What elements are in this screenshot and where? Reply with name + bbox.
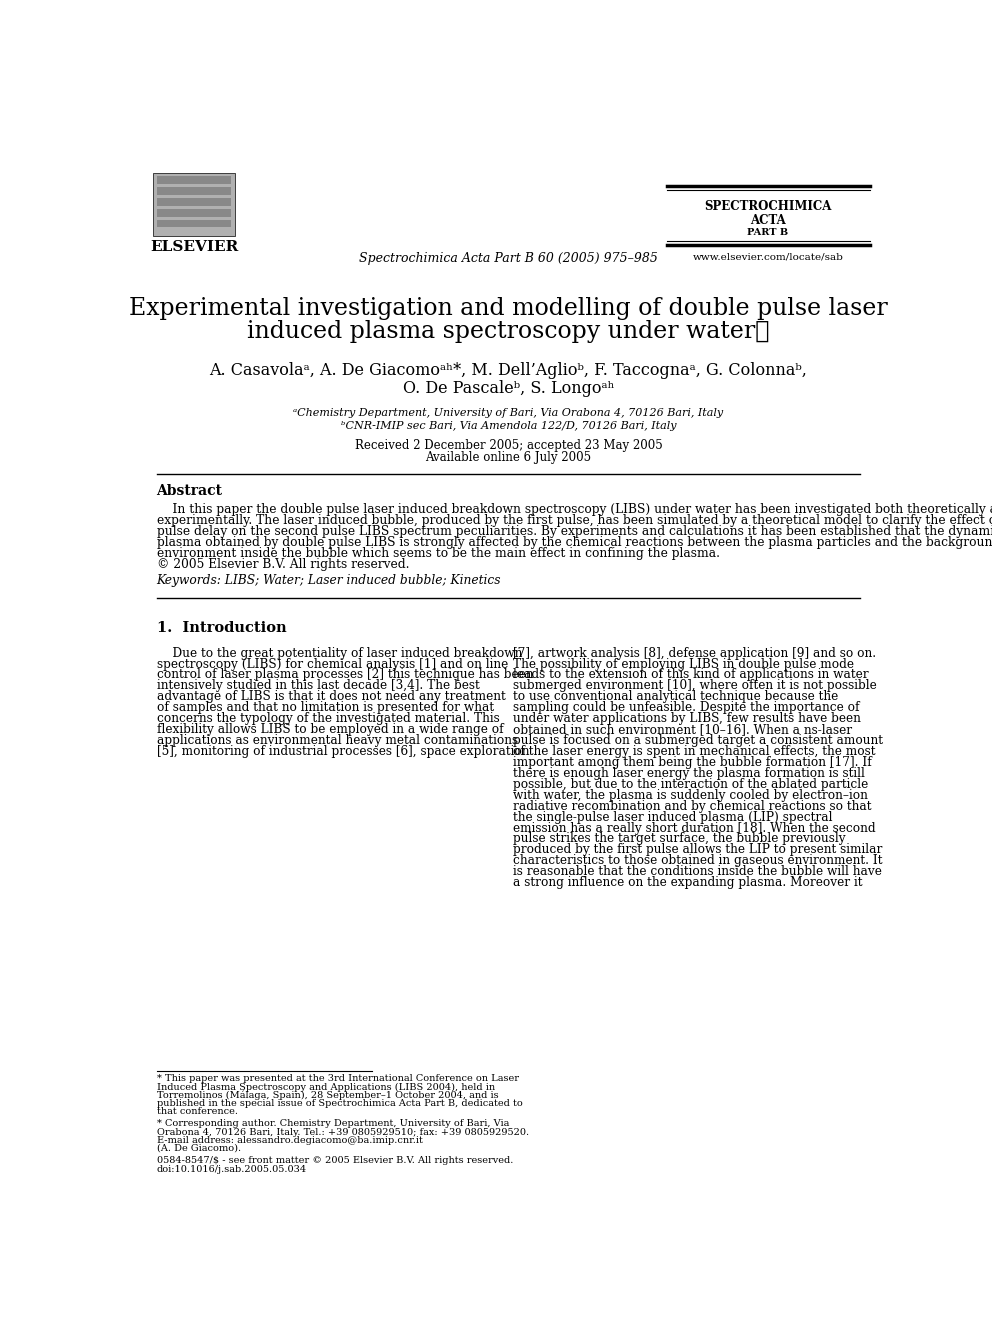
Text: Experimental investigation and modelling of double pulse laser: Experimental investigation and modelling…	[129, 298, 888, 320]
Bar	[154, 172, 235, 235]
Text: [5], monitoring of industrial processes [6], space exploration: [5], monitoring of industrial processes …	[157, 745, 529, 758]
Bar	[158, 176, 231, 184]
Text: radiative recombination and by chemical reactions so that: radiative recombination and by chemical …	[513, 799, 872, 812]
Text: 1.  Introduction: 1. Introduction	[157, 622, 286, 635]
Text: of samples and that no limitation is presented for what: of samples and that no limitation is pre…	[157, 701, 494, 714]
Text: of the laser energy is spent in mechanical effects, the most: of the laser energy is spent in mechanic…	[513, 745, 876, 758]
Text: © 2005 Elsevier B.V. All rights reserved.: © 2005 Elsevier B.V. All rights reserved…	[157, 558, 409, 572]
Text: E-mail address: alessandro.degiacomo@ba.imip.cnr.it: E-mail address: alessandro.degiacomo@ba.…	[157, 1135, 423, 1144]
Text: induced plasma spectroscopy under water☆: induced plasma spectroscopy under water☆	[247, 320, 770, 343]
Text: ᵇCNR-IMIP sec Bari, Via Amendola 122/D, 70126 Bari, Italy: ᵇCNR-IMIP sec Bari, Via Amendola 122/D, …	[340, 421, 677, 431]
Text: plasma obtained by double pulse LIBS is strongly affected by the chemical reacti: plasma obtained by double pulse LIBS is …	[157, 536, 992, 549]
Bar	[158, 220, 231, 228]
Text: submerged environment [10], where often it is not possible: submerged environment [10], where often …	[513, 680, 877, 692]
Text: applications as environmental heavy metal contaminations: applications as environmental heavy meta…	[157, 734, 518, 747]
Text: possible, but due to the interaction of the ablated particle: possible, but due to the interaction of …	[513, 778, 868, 791]
Text: (A. De Giacomo).: (A. De Giacomo).	[157, 1143, 241, 1152]
Text: Torremolinos (Málaga, Spain), 28 September–1 October 2004, and is: Torremolinos (Málaga, Spain), 28 Septemb…	[157, 1090, 498, 1099]
Text: with water, the plasma is suddenly cooled by electron–ion: with water, the plasma is suddenly coole…	[513, 789, 868, 802]
Text: obtained in such environment [10–16]. When a ns-laser: obtained in such environment [10–16]. Wh…	[513, 724, 852, 736]
Text: Due to the great potentiality of laser induced breakdown: Due to the great potentiality of laser i…	[157, 647, 522, 660]
Text: ELSEVIER: ELSEVIER	[150, 241, 238, 254]
Text: www.elsevier.com/locate/sab: www.elsevier.com/locate/sab	[692, 253, 843, 262]
Text: environment inside the bubble which seems to be the main effect in confining the: environment inside the bubble which seem…	[157, 548, 719, 560]
Text: doi:10.1016/j.sab.2005.05.034: doi:10.1016/j.sab.2005.05.034	[157, 1164, 307, 1174]
Text: advantage of LIBS is that it does not need any treatment: advantage of LIBS is that it does not ne…	[157, 691, 505, 704]
Text: under water applications by LIBS, few results have been: under water applications by LIBS, few re…	[513, 712, 861, 725]
Text: * This paper was presented at the 3rd International Conference on Laser: * This paper was presented at the 3rd In…	[157, 1074, 519, 1084]
Text: there is enough laser energy the plasma formation is still: there is enough laser energy the plasma …	[513, 767, 865, 779]
Bar	[158, 198, 231, 206]
Text: produced by the first pulse allows the LIP to present similar: produced by the first pulse allows the L…	[513, 843, 883, 856]
Text: Available online 6 July 2005: Available online 6 July 2005	[426, 451, 591, 464]
Text: important among them being the bubble formation [17]. If: important among them being the bubble fo…	[513, 755, 872, 769]
Text: flexibility allows LIBS to be employed in a wide range of: flexibility allows LIBS to be employed i…	[157, 724, 503, 736]
Text: Keywords: LIBS; Water; Laser induced bubble; Kinetics: Keywords: LIBS; Water; Laser induced bub…	[157, 574, 501, 587]
Text: SPECTROCHIMICA: SPECTROCHIMICA	[704, 200, 831, 213]
Text: ᵃChemistry Department, University of Bari, Via Orabona 4, 70126 Bari, Italy: ᵃChemistry Department, University of Bar…	[294, 407, 723, 418]
Text: Spectrochimica Acta Part B 60 (2005) 975–985: Spectrochimica Acta Part B 60 (2005) 975…	[359, 253, 658, 266]
Text: Induced Plasma Spectroscopy and Applications (LIBS 2004), held in: Induced Plasma Spectroscopy and Applicat…	[157, 1082, 495, 1091]
Bar	[158, 188, 231, 194]
Text: sampling could be unfeasible. Despite the importance of: sampling could be unfeasible. Despite th…	[513, 701, 859, 714]
Text: The possibility of employing LIBS in double pulse mode: The possibility of employing LIBS in dou…	[513, 658, 854, 671]
Bar	[158, 209, 231, 217]
Text: to use conventional analytical technique because the: to use conventional analytical technique…	[513, 691, 838, 704]
Text: In this paper the double pulse laser induced breakdown spectroscopy (LIBS) under: In this paper the double pulse laser ind…	[157, 503, 992, 516]
Text: the single-pulse laser induced plasma (LIP) spectral: the single-pulse laser induced plasma (L…	[513, 811, 832, 824]
Text: Abstract: Abstract	[157, 484, 222, 499]
Text: spectroscopy (LIBS) for chemical analysis [1] and on line: spectroscopy (LIBS) for chemical analysi…	[157, 658, 508, 671]
Text: [7], artwork analysis [8], defense application [9] and so on.: [7], artwork analysis [8], defense appli…	[513, 647, 876, 660]
Text: intensively studied in this last decade [3,4]. The best: intensively studied in this last decade …	[157, 680, 479, 692]
Text: 0584-8547/$ - see front matter © 2005 Elsevier B.V. All rights reserved.: 0584-8547/$ - see front matter © 2005 El…	[157, 1156, 513, 1166]
Text: leads to the extension of this kind of applications in water: leads to the extension of this kind of a…	[513, 668, 869, 681]
Text: published in the special issue of Spectrochimica Acta Part B, dedicated to: published in the special issue of Spectr…	[157, 1098, 523, 1107]
Text: Received 2 December 2005; accepted 23 May 2005: Received 2 December 2005; accepted 23 Ma…	[354, 439, 663, 451]
Text: a strong influence on the expanding plasma. Moreover it: a strong influence on the expanding plas…	[513, 876, 863, 889]
Text: control of laser plasma processes [2] this technique has been: control of laser plasma processes [2] th…	[157, 668, 533, 681]
Text: * Corresponding author. Chemistry Department, University of Bari, Via: * Corresponding author. Chemistry Depart…	[157, 1119, 509, 1129]
Text: emission has a really short duration [18]. When the second: emission has a really short duration [18…	[513, 822, 876, 835]
Text: pulse is focused on a submerged target a consistent amount: pulse is focused on a submerged target a…	[513, 734, 883, 747]
Text: Orabona 4, 70126 Bari, Italy. Tel.: +39 0805929510; fax: +39 0805929520.: Orabona 4, 70126 Bari, Italy. Tel.: +39 …	[157, 1127, 529, 1136]
Text: experimentally. The laser induced bubble, produced by the first pulse, has been : experimentally. The laser induced bubble…	[157, 513, 992, 527]
Text: ACTA: ACTA	[750, 214, 786, 226]
Text: that conference.: that conference.	[157, 1107, 237, 1115]
Text: characteristics to those obtained in gaseous environment. It: characteristics to those obtained in gas…	[513, 855, 883, 868]
Text: O. De Pascaleᵇ, S. Longoᵃʰ: O. De Pascaleᵇ, S. Longoᵃʰ	[403, 380, 614, 397]
Text: pulse strikes the target surface, the bubble previously: pulse strikes the target surface, the bu…	[513, 832, 845, 845]
Text: is reasonable that the conditions inside the bubble will have: is reasonable that the conditions inside…	[513, 865, 882, 878]
Text: pulse delay on the second pulse LIBS spectrum peculiarities. By experiments and : pulse delay on the second pulse LIBS spe…	[157, 525, 992, 538]
Text: concerns the typology of the investigated material. This: concerns the typology of the investigate…	[157, 712, 499, 725]
Text: A. Casavolaᵃ, A. De Giacomoᵃʰ*, M. Dell’Aglioᵇ, F. Taccognaᵃ, G. Colonnaᵇ,: A. Casavolaᵃ, A. De Giacomoᵃʰ*, M. Dell’…	[209, 363, 807, 378]
Text: PART B: PART B	[747, 228, 789, 237]
